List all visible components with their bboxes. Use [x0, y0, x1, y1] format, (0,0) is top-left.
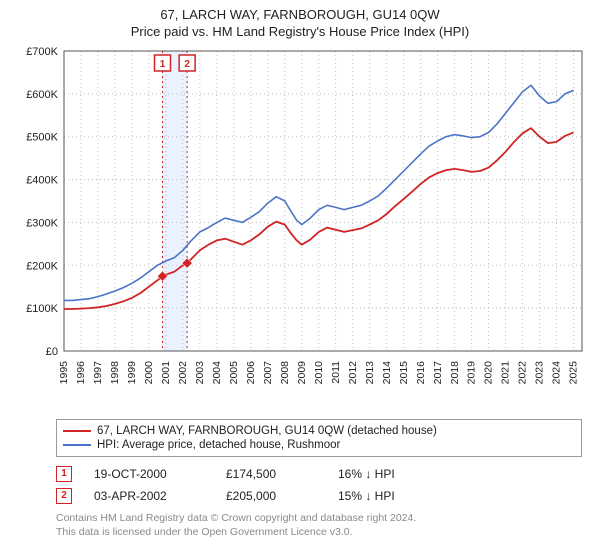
x-tick-label: 1999: [126, 360, 138, 384]
x-tick-label: 2006: [245, 360, 257, 384]
x-tick-label: 2011: [330, 360, 342, 383]
legend-swatch: [63, 430, 91, 432]
legend-swatch: [63, 444, 91, 446]
x-tick-label: 1996: [75, 360, 87, 384]
y-tick-label: £400K: [26, 174, 58, 186]
legend-label: 67, LARCH WAY, FARNBOROUGH, GU14 0QW (de…: [97, 425, 437, 437]
sale-marker-ref: 2: [56, 488, 72, 504]
series-line: [64, 85, 574, 300]
price-chart: £0 £100K £200K £300K £400K £500K £600K £700K 199…: [10, 43, 590, 413]
y-tick-label: £700K: [26, 46, 58, 58]
x-tick-label: 2004: [211, 360, 223, 384]
y-tick-label: £600K: [26, 88, 58, 100]
page-subtitle: Price paid vs. HM Land Registry's House …: [10, 24, 590, 39]
legend-label: HPI: Average price, detached house, Rush…: [97, 439, 340, 451]
y-tick-label: £500K: [26, 131, 58, 143]
y-tick-label: £100K: [26, 303, 58, 315]
x-tick-label: 1995: [58, 360, 70, 384]
x-tick-label: 2005: [228, 360, 240, 384]
sale-price: £205,000: [226, 489, 316, 503]
x-tick-label: 2024: [551, 360, 563, 384]
x-tick-label: 2001: [160, 360, 172, 384]
y-tick-label: £200K: [26, 260, 58, 272]
y-tick-label: £0: [46, 346, 58, 358]
sale-date: 19-OCT-2000: [94, 467, 204, 481]
x-tick-label: 2010: [313, 360, 325, 384]
x-tick-label: 2019: [466, 360, 478, 384]
x-tick-label: 2003: [194, 360, 206, 384]
sale-delta: 16% ↓ HPI: [338, 467, 448, 481]
x-tick-label: 2002: [177, 360, 189, 384]
sales-table: 1 19-OCT-2000 £174,500 16% ↓ HPI 2 03-APR-200…: [56, 463, 582, 507]
x-tick-label: 2000: [143, 360, 155, 384]
sale-row: 2 03-APR-2002 £205,000 15% ↓ HPI: [56, 485, 582, 507]
x-tick-label: 2025: [568, 360, 580, 384]
x-tick-label: 2008: [279, 360, 291, 384]
x-tick-label: 2012: [347, 360, 359, 384]
legend: 67, LARCH WAY, FARNBOROUGH, GU14 0QW (de…: [56, 419, 582, 457]
page-title: 67, LARCH WAY, FARNBOROUGH, GU14 0QW: [10, 6, 590, 24]
sale-row: 1 19-OCT-2000 £174,500 16% ↓ HPI: [56, 463, 582, 485]
x-tick-label: 2016: [415, 360, 427, 384]
x-tick-label: 2018: [449, 360, 461, 384]
y-tick-label: £300K: [26, 217, 58, 229]
x-tick-label: 2013: [364, 360, 376, 384]
footer-line: Contains HM Land Registry data © Crown c…: [56, 511, 576, 525]
sale-marker-number: 2: [184, 59, 190, 70]
plot-border: [64, 51, 582, 351]
x-tick-label: 2007: [262, 360, 274, 384]
legend-row: HPI: Average price, detached house, Rush…: [63, 438, 575, 452]
x-tick-label: 2021: [500, 360, 512, 384]
x-tick-label: 2015: [398, 360, 410, 384]
x-tick-label: 2023: [534, 360, 546, 384]
legend-row: 67, LARCH WAY, FARNBOROUGH, GU14 0QW (de…: [63, 424, 575, 438]
x-tick-label: 2022: [517, 360, 529, 384]
x-tick-label: 1998: [109, 360, 121, 384]
sale-price: £174,500: [226, 467, 316, 481]
sale-delta: 15% ↓ HPI: [338, 489, 448, 503]
footer-attribution: Contains HM Land Registry data © Crown c…: [56, 511, 576, 539]
sale-marker-ref: 1: [56, 466, 72, 482]
footer-line: This data is licensed under the Open Gov…: [56, 525, 576, 539]
x-tick-label: 2014: [381, 360, 393, 384]
x-tick-label: 1997: [92, 360, 104, 384]
x-tick-label: 2020: [483, 360, 495, 384]
x-tick-label: 2017: [432, 360, 444, 384]
sale-marker-number: 1: [160, 59, 166, 70]
x-tick-label: 2009: [296, 360, 308, 384]
sale-date: 03-APR-2002: [94, 489, 204, 503]
